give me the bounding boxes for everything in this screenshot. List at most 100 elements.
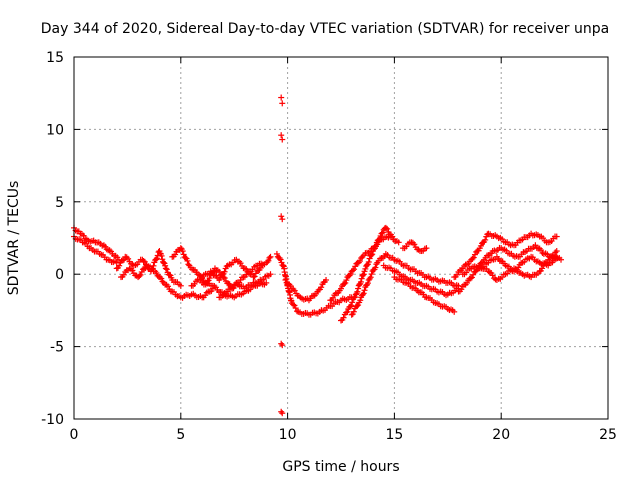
data-point-interp	[517, 269, 524, 276]
data-point-interp	[313, 290, 320, 297]
data-point-interp	[153, 256, 160, 263]
data-point-interp	[496, 244, 503, 251]
x-axis-label: GPS time / hours	[282, 459, 399, 475]
data-point-interp	[137, 271, 144, 278]
data-point-interp	[343, 277, 350, 284]
data-point	[278, 213, 285, 220]
data-point-interp	[116, 262, 123, 269]
data-point-interp	[365, 258, 372, 265]
data-point-interp	[379, 229, 386, 236]
data-point-interp	[86, 245, 93, 252]
data-point-interp	[106, 247, 113, 254]
data-point-interp	[176, 293, 183, 300]
data-point-interp	[108, 248, 115, 255]
data-point-interp	[500, 271, 507, 278]
data-point-interp	[352, 294, 359, 301]
data-point-interp	[453, 285, 460, 292]
data-point-interp	[218, 289, 225, 296]
data-point-interp	[492, 232, 499, 239]
data-point-interp	[488, 250, 495, 257]
data-point-interp	[358, 275, 365, 282]
y-tick-label: 15	[46, 50, 64, 66]
data-point-interp	[265, 257, 272, 264]
data-point-interp	[410, 284, 417, 291]
data-point-interp	[288, 297, 295, 304]
data-point-interp	[468, 274, 475, 281]
data-point-interp	[360, 271, 367, 278]
data-point-interp	[357, 278, 364, 285]
data-point-interp	[231, 257, 238, 264]
data-point-interp	[526, 273, 533, 280]
x-tick-label: 10	[279, 427, 297, 443]
data-point-interp	[349, 299, 356, 306]
data-point-interp	[336, 287, 343, 294]
data-point-interp	[287, 282, 294, 289]
data-point-interp	[208, 288, 215, 295]
data-point-interp	[410, 278, 417, 285]
data-point-interp	[252, 262, 259, 269]
data-point-interp	[530, 244, 537, 251]
data-point-interp	[277, 256, 284, 263]
x-tick-label: 15	[385, 427, 403, 443]
data-point-interp	[342, 279, 349, 286]
data-point-interp	[486, 269, 493, 276]
data-point-interp	[251, 273, 258, 280]
data-point-interp	[384, 225, 391, 232]
data-point-interp	[389, 254, 396, 261]
data-point-interp	[526, 255, 533, 262]
data-point-interp	[509, 267, 516, 274]
data-point-interp	[421, 283, 428, 290]
x-tick-label: 25	[599, 427, 617, 443]
data-point-interp	[356, 299, 363, 306]
y-tick-label: 0	[55, 267, 64, 283]
data-point-interp	[372, 242, 379, 249]
data-point-interp	[153, 255, 160, 262]
data-point-interp	[475, 247, 482, 254]
data-point	[278, 408, 285, 415]
data-point-interp	[352, 263, 359, 270]
data-point-interp	[368, 271, 375, 278]
data-point-interp	[137, 256, 144, 263]
data-point-interp	[542, 260, 549, 267]
y-tick-label: 5	[55, 195, 64, 211]
data-point-interp	[99, 242, 106, 249]
data-point-interp	[369, 251, 376, 258]
data-point-interp	[240, 290, 247, 297]
data-point-interp	[360, 290, 367, 297]
data-point-interp	[483, 265, 490, 272]
data-point-interp	[400, 279, 407, 286]
data-point	[279, 342, 286, 349]
data-point-interp	[360, 271, 367, 278]
data-point-interp	[470, 254, 477, 261]
data-point-interp	[160, 259, 167, 266]
data-point-interp	[153, 269, 160, 276]
data-point	[267, 253, 274, 260]
data-point-interp	[449, 307, 456, 314]
data-point-interp	[421, 245, 428, 252]
data-point-interp	[354, 288, 361, 295]
y-tick-label: 10	[46, 122, 64, 138]
y-axis-label: SDTVAR / TECUs	[6, 181, 22, 296]
data-point-interp	[140, 257, 147, 264]
data-point-interp	[358, 255, 365, 262]
data-point-interp	[136, 273, 143, 280]
data-point-interp	[182, 254, 189, 261]
data-point-interp	[291, 302, 298, 309]
data-point-interp	[400, 273, 407, 280]
data-point-interp	[336, 299, 343, 306]
data-point-interp	[415, 246, 422, 253]
data-point-interp	[346, 272, 353, 279]
data-point	[348, 311, 355, 318]
data-point-interp	[534, 258, 541, 265]
data-point-interp	[373, 261, 380, 268]
axis-ticks	[73, 56, 609, 420]
data-point-interp	[240, 265, 247, 272]
data-point-interp	[347, 303, 354, 310]
data-point-interp	[443, 303, 450, 310]
data-point-interp	[370, 246, 377, 253]
data-points	[71, 94, 565, 417]
data-point-interp	[82, 235, 89, 242]
data-point-interp	[354, 302, 361, 309]
data-point-interp	[314, 310, 321, 317]
data-point-interp	[180, 251, 187, 258]
